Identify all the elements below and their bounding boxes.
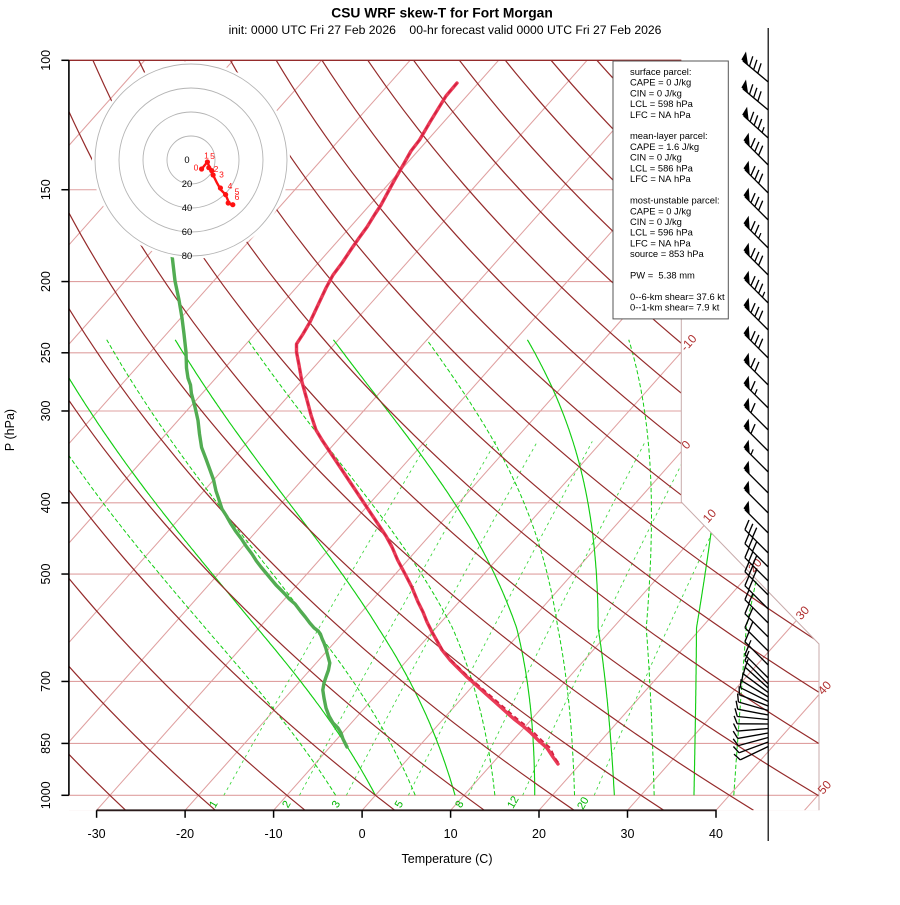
svg-text:80: 80 <box>182 250 192 261</box>
svg-text:mean-layer parcel:: mean-layer parcel: <box>630 130 708 141</box>
svg-text:150: 150 <box>39 179 53 200</box>
svg-text:Temperature (C): Temperature (C) <box>402 852 493 866</box>
svg-text:4: 4 <box>228 181 233 191</box>
svg-text:-10: -10 <box>265 827 283 841</box>
svg-text:most-unstable parcel:: most-unstable parcel: <box>630 195 720 206</box>
svg-text:30: 30 <box>621 827 635 841</box>
svg-text:CAPE = 0 J/kg: CAPE = 0 J/kg <box>630 77 691 88</box>
svg-text:40: 40 <box>182 202 192 213</box>
svg-text:20: 20 <box>532 827 546 841</box>
svg-text:500: 500 <box>39 564 53 585</box>
svg-text:2: 2 <box>214 164 219 174</box>
svg-text:0: 0 <box>359 827 366 841</box>
svg-text:20: 20 <box>182 178 192 189</box>
svg-text:5: 5 <box>210 151 215 161</box>
svg-text:PW = 5.38 mm: PW = 5.38 mm <box>630 270 695 281</box>
svg-text:100: 100 <box>39 50 53 71</box>
svg-text:surface parcel:: surface parcel: <box>630 66 692 77</box>
svg-text:200: 200 <box>39 271 53 292</box>
svg-text:init: 0000 UTC Fri 27 Feb 2026: init: 0000 UTC Fri 27 Feb 2026 00-hr for… <box>229 23 662 37</box>
svg-text:P (hPa): P (hPa) <box>3 409 17 451</box>
svg-text:LFC = NA hPa: LFC = NA hPa <box>630 173 691 184</box>
svg-text:LCL = 596 hPa: LCL = 596 hPa <box>630 227 694 238</box>
svg-text:LCL = 598 hPa: LCL = 598 hPa <box>630 98 694 109</box>
svg-text:LCL = 586 hPa: LCL = 586 hPa <box>630 162 694 173</box>
svg-text:0: 0 <box>184 154 189 165</box>
svg-text:CIN = 0 J/kg: CIN = 0 J/kg <box>630 216 682 227</box>
svg-text:10: 10 <box>444 827 458 841</box>
svg-text:CIN = 0 J/kg: CIN = 0 J/kg <box>630 87 682 98</box>
svg-text:0--6-km shear= 37.6 kt: 0--6-km shear= 37.6 kt <box>630 291 725 302</box>
svg-text:CSU WRF skew-T for Fort Morgan: CSU WRF skew-T for Fort Morgan <box>331 6 553 21</box>
svg-text:1000: 1000 <box>39 781 53 809</box>
svg-text:CAPE = 0 J/kg: CAPE = 0 J/kg <box>630 205 691 216</box>
svg-text:LFC = NA hPa: LFC = NA hPa <box>630 109 691 120</box>
svg-text:0--1-km shear= 7.9 kt: 0--1-km shear= 7.9 kt <box>630 302 720 313</box>
svg-text:60: 60 <box>182 226 192 237</box>
svg-text:-30: -30 <box>88 827 106 841</box>
svg-text:6: 6 <box>235 192 240 202</box>
svg-text:700: 700 <box>39 671 53 692</box>
svg-text:0: 0 <box>194 163 199 173</box>
svg-text:40: 40 <box>709 827 723 841</box>
svg-text:CIN = 0 J/kg: CIN = 0 J/kg <box>630 152 682 163</box>
svg-text:850: 850 <box>39 733 53 754</box>
svg-text:300: 300 <box>39 401 53 422</box>
svg-text:CAPE = 1.6 J/kg: CAPE = 1.6 J/kg <box>630 141 699 152</box>
svg-text:LFC = NA hPa: LFC = NA hPa <box>630 237 691 248</box>
svg-text:-20: -20 <box>176 827 194 841</box>
svg-text:250: 250 <box>39 342 53 363</box>
svg-text:400: 400 <box>39 492 53 513</box>
svg-text:1: 1 <box>204 151 209 161</box>
svg-text:source = 853 hPa: source = 853 hPa <box>630 248 705 259</box>
svg-text:3: 3 <box>219 170 224 180</box>
